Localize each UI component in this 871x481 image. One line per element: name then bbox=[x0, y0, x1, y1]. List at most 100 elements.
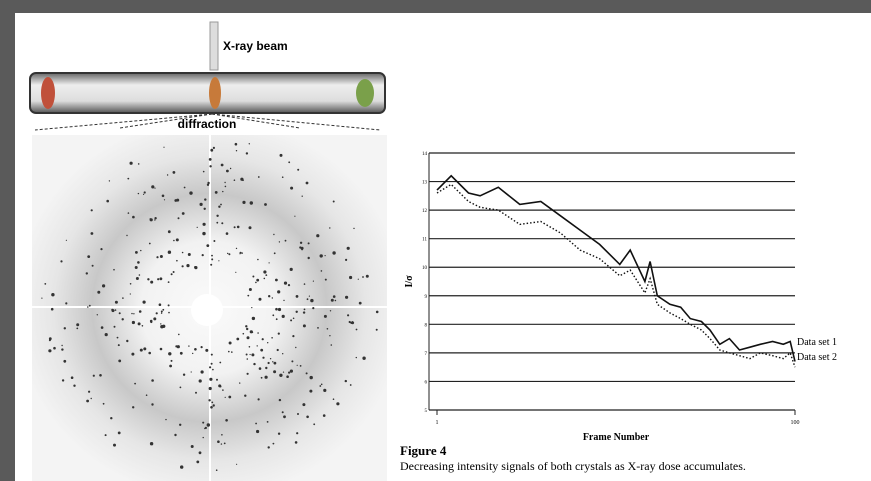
diffraction-spot bbox=[272, 297, 273, 298]
diffraction-spot bbox=[173, 271, 175, 273]
diffraction-spot bbox=[347, 247, 350, 250]
diffraction-spot bbox=[111, 309, 113, 311]
diffraction-spot bbox=[76, 328, 78, 330]
capillary-tube bbox=[30, 73, 385, 113]
y-tick-label: 10 bbox=[422, 266, 428, 271]
diffraction-spot bbox=[376, 311, 379, 314]
diffraction-spot bbox=[282, 411, 284, 413]
diffraction-spot bbox=[140, 349, 143, 352]
diffraction-spot bbox=[128, 212, 130, 214]
diffraction-spot bbox=[302, 403, 305, 406]
diffraction-spot bbox=[283, 415, 286, 418]
diffraction-spot bbox=[87, 255, 90, 258]
diffraction-spot bbox=[200, 203, 203, 206]
diffraction-spot bbox=[267, 342, 268, 343]
diffraction-spot bbox=[101, 326, 104, 329]
diffraction-spot bbox=[277, 290, 280, 293]
diffraction-spot bbox=[180, 352, 183, 355]
diffraction-spot bbox=[278, 308, 281, 311]
diffraction-spot bbox=[329, 227, 330, 228]
crystal bbox=[209, 77, 221, 109]
diffraction-spot bbox=[180, 465, 183, 468]
diffraction-spot bbox=[150, 218, 153, 221]
diffraction-spot bbox=[283, 372, 284, 373]
diffraction-spot bbox=[358, 279, 359, 280]
diffraction-spot bbox=[130, 283, 132, 285]
diffraction-spot bbox=[222, 191, 223, 192]
diffraction-spot bbox=[249, 143, 250, 144]
diffraction-spot bbox=[279, 374, 282, 377]
diffraction-spot bbox=[49, 339, 51, 341]
diffraction-spot bbox=[309, 296, 310, 297]
diffraction-spot bbox=[309, 390, 312, 393]
diffraction-spot bbox=[323, 414, 326, 417]
diffraction-label: diffraction bbox=[178, 117, 237, 131]
line-chart: 5678910111213141100Frame NumberI/σData s… bbox=[404, 152, 837, 443]
y-tick-label: 13 bbox=[422, 181, 428, 186]
diffraction-spot bbox=[48, 349, 51, 352]
diffraction-spot bbox=[136, 277, 139, 280]
diffraction-spot bbox=[332, 251, 335, 254]
diffraction-spot bbox=[51, 293, 54, 296]
diffraction-spot bbox=[218, 206, 220, 208]
diffraction-spot bbox=[105, 434, 107, 436]
diffraction-spot bbox=[65, 302, 67, 304]
diffraction-spot bbox=[154, 188, 155, 189]
diffraction-spot bbox=[260, 349, 263, 352]
diffraction-spot bbox=[284, 282, 287, 285]
diffraction-spot bbox=[165, 419, 166, 420]
diffraction-spot bbox=[359, 302, 362, 305]
diffraction-spot bbox=[199, 379, 202, 382]
diffraction-spot bbox=[138, 163, 140, 165]
diffraction-spot bbox=[196, 461, 199, 464]
diffraction-spot bbox=[258, 176, 260, 178]
diffraction-spot bbox=[202, 254, 204, 256]
diffraction-spot bbox=[211, 354, 213, 356]
diffraction-spot bbox=[184, 187, 186, 189]
diffraction-spot bbox=[89, 305, 91, 307]
diffraction-spot bbox=[195, 392, 197, 394]
diffraction-spot bbox=[126, 340, 128, 342]
diffraction-spot bbox=[151, 185, 154, 188]
diffraction-spot bbox=[163, 147, 164, 148]
diffraction-spot bbox=[303, 324, 306, 327]
diffraction-spot bbox=[290, 268, 293, 271]
diffraction-spot bbox=[313, 423, 315, 425]
diffraction-spot bbox=[162, 325, 165, 328]
diffraction-spot bbox=[133, 313, 134, 314]
diffraction-spot bbox=[268, 295, 270, 297]
diffraction-spot bbox=[209, 378, 212, 381]
diffraction-spot bbox=[225, 186, 227, 188]
y-tick-label: 6 bbox=[425, 380, 428, 385]
diffraction-spot bbox=[228, 351, 230, 353]
diffraction-spot bbox=[194, 348, 197, 351]
y-tick-label: 9 bbox=[425, 295, 428, 300]
diffraction-spot bbox=[240, 178, 243, 181]
diffraction-spot bbox=[295, 347, 296, 348]
diffraction-spot bbox=[267, 421, 269, 423]
diffraction-spot bbox=[345, 380, 347, 382]
diffraction-spot bbox=[347, 314, 349, 316]
diffraction-spot bbox=[319, 385, 321, 387]
diffraction-spot bbox=[146, 394, 148, 396]
diffraction-spot bbox=[325, 279, 327, 281]
diffraction-spot bbox=[244, 395, 246, 397]
series-label: Data set 1 bbox=[797, 337, 837, 348]
diffraction-spot bbox=[249, 346, 251, 348]
diffraction-spot bbox=[171, 273, 173, 275]
diffraction-spot bbox=[250, 354, 251, 355]
x-ray-beam bbox=[210, 22, 218, 70]
diffraction-spot bbox=[239, 382, 240, 383]
diffraction-spot bbox=[278, 333, 280, 335]
diffraction-spot bbox=[212, 369, 214, 371]
diffraction-spot bbox=[242, 201, 245, 204]
diffraction-spot bbox=[220, 386, 222, 388]
diffraction-spot bbox=[159, 303, 162, 306]
diffraction-spot bbox=[272, 361, 273, 362]
diffraction-spot bbox=[122, 297, 124, 299]
diffraction-spot bbox=[205, 349, 208, 352]
diffraction-spot bbox=[317, 327, 319, 329]
diffraction-spot bbox=[176, 238, 179, 241]
diffraction-spot bbox=[189, 191, 192, 194]
diffraction-spot bbox=[204, 208, 206, 210]
